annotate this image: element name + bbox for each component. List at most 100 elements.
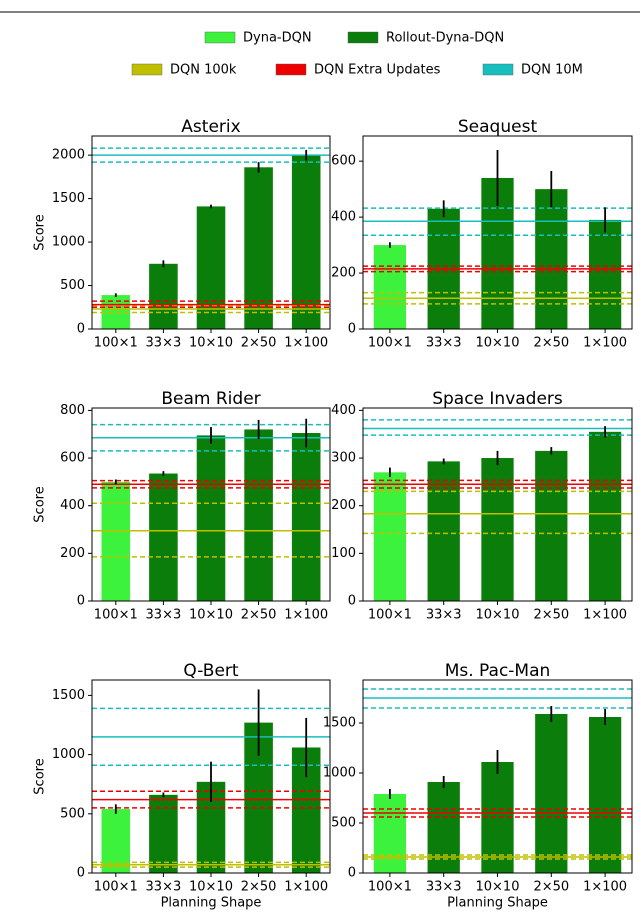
bar [373, 472, 407, 601]
x-tick-label: 33×3 [146, 336, 182, 351]
y-tick-label: 1000 [52, 235, 85, 250]
y-tick-label: 0 [77, 322, 85, 337]
y-tick-label: 1500 [323, 716, 356, 731]
axes-frame [91, 679, 331, 874]
y-tick-label: 200 [331, 266, 356, 281]
bar [481, 458, 514, 601]
legend-label: Dyna-DQN [243, 31, 312, 46]
y-tick-label: 1000 [52, 747, 85, 762]
y-tick-label: 500 [331, 816, 356, 831]
legend-swatch [131, 63, 163, 76]
y-tick-label: 300 [331, 451, 356, 466]
bar [196, 435, 226, 601]
legend-label: DQN 10M [521, 63, 583, 78]
bar [427, 782, 460, 873]
x-tick-label: 33×3 [426, 880, 462, 895]
bar [244, 429, 273, 601]
legend-label: Rollout-Dyna-DQN [386, 31, 504, 46]
x-tick-label: 1×100 [284, 336, 328, 351]
x-tick-label: 2×50 [241, 608, 277, 623]
x-tick-label: 2×50 [533, 608, 569, 623]
x-tick-label: 1×100 [284, 608, 328, 623]
bar [535, 714, 568, 873]
y-tick-label: 800 [60, 403, 85, 418]
x-axis-label: Planning Shape [447, 896, 548, 911]
chart-title: Q-Bert [183, 661, 238, 681]
y-tick-label: 200 [60, 546, 85, 561]
x-tick-label: 1×100 [583, 880, 627, 895]
x-axis-label: Planning Shape [161, 896, 262, 911]
y-tick-label: 100 [331, 546, 356, 561]
bar [149, 263, 178, 329]
x-tick-label: 10×10 [476, 608, 520, 623]
bar [244, 167, 273, 329]
bar [291, 433, 321, 601]
x-tick-label: 33×3 [146, 880, 182, 895]
bar [535, 450, 568, 601]
y-tick-label: 0 [77, 594, 85, 609]
legend-label: DQN 100k [170, 63, 237, 78]
y-tick-label: 0 [77, 866, 85, 881]
y-tick-label: 1000 [323, 766, 356, 781]
x-tick-label: 1×100 [284, 880, 328, 895]
y-tick-label: 0 [348, 322, 356, 337]
x-tick-label: 33×3 [146, 608, 182, 623]
y-tick-label: 600 [331, 154, 356, 169]
axes-frame [91, 407, 331, 602]
x-tick-label: 100×1 [94, 608, 138, 623]
bar [535, 189, 568, 329]
x-tick-label: 10×10 [189, 608, 233, 623]
bar [588, 219, 622, 329]
y-tick-label: 0 [348, 594, 356, 609]
axes-frame [91, 135, 331, 330]
x-tick-label: 100×1 [94, 880, 138, 895]
y-tick-label: 2000 [52, 148, 85, 163]
bar [101, 481, 131, 601]
x-tick-label: 2×50 [533, 880, 569, 895]
chart-title: Asterix [181, 117, 240, 137]
x-tick-label: 1×100 [583, 336, 627, 351]
x-tick-label: 2×50 [241, 880, 277, 895]
y-tick-label: 500 [60, 278, 85, 293]
y-axis-label: Score [33, 486, 48, 522]
y-tick-label: 0 [348, 866, 356, 881]
x-tick-label: 10×10 [476, 880, 520, 895]
x-tick-label: 33×3 [426, 608, 462, 623]
x-tick-label: 100×1 [368, 880, 412, 895]
bar [149, 473, 178, 601]
axes-frame [362, 407, 633, 602]
x-tick-label: 100×1 [368, 608, 412, 623]
legend-swatch [347, 31, 379, 44]
bar [373, 794, 407, 873]
bar [149, 794, 178, 873]
x-tick-label: 33×3 [426, 336, 462, 351]
bar [427, 461, 460, 601]
bar [588, 431, 622, 601]
y-tick-label: 200 [331, 498, 356, 513]
x-tick-label: 1×100 [583, 608, 627, 623]
legend-swatch [482, 63, 514, 76]
y-axis-label: Score [33, 214, 48, 250]
chart-title: Ms. Pac-Man [445, 661, 551, 681]
x-tick-label: 10×10 [189, 336, 233, 351]
chart-title: Seaquest [458, 117, 538, 137]
x-tick-label: 2×50 [241, 336, 277, 351]
chart-title: Beam Rider [161, 389, 260, 409]
x-tick-label: 100×1 [94, 336, 138, 351]
y-tick-label: 500 [60, 806, 85, 821]
y-axis-label: Score [33, 758, 48, 794]
x-tick-label: 2×50 [533, 336, 569, 351]
bar [291, 155, 321, 329]
x-tick-label: 10×10 [189, 880, 233, 895]
y-tick-label: 400 [331, 210, 356, 225]
axes-frame [362, 135, 633, 330]
bar [101, 809, 131, 873]
bar [196, 206, 226, 329]
y-tick-label: 1500 [52, 688, 85, 703]
y-tick-label: 400 [331, 403, 356, 418]
bar [588, 717, 622, 873]
legend-label: DQN Extra Updates [314, 63, 441, 78]
y-tick-label: 1500 [52, 191, 85, 206]
x-tick-label: 10×10 [476, 336, 520, 351]
